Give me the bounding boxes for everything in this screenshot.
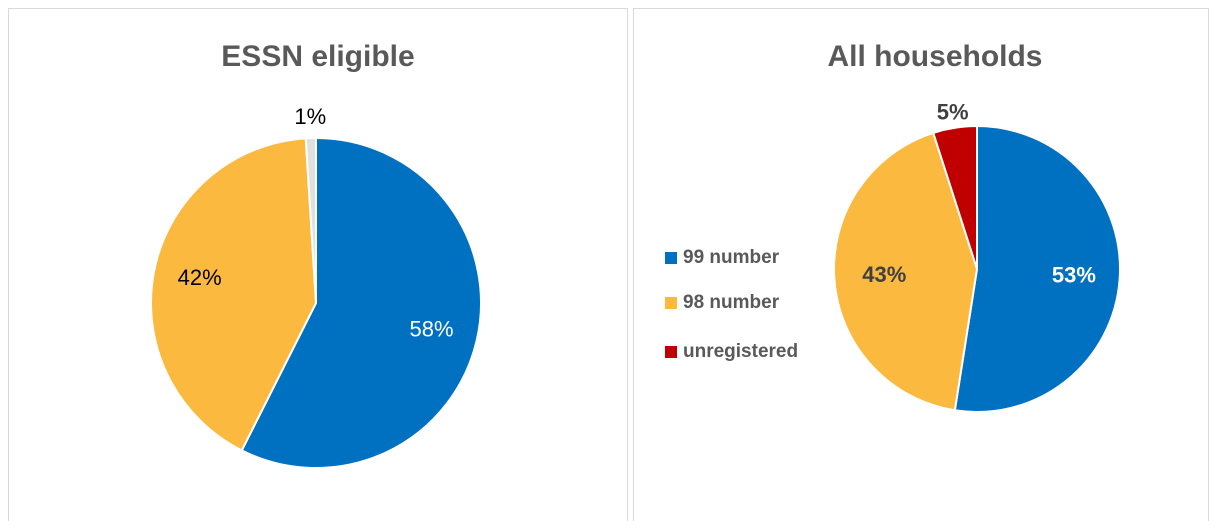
pie-slice — [953, 124, 1121, 413]
pie-slice — [150, 137, 318, 452]
legend-label: 99 number — [683, 247, 780, 268]
pie-slice — [931, 124, 978, 270]
data-label: 53% — [1052, 262, 1096, 287]
data-label: 58% — [410, 316, 454, 341]
data-label: 1% — [294, 104, 326, 129]
pie-slice — [833, 131, 979, 412]
chart-title: All households — [827, 40, 1042, 73]
legend-swatch — [665, 346, 677, 358]
legend-label: 98 number — [683, 292, 780, 313]
pie-slice — [240, 136, 482, 469]
data-label: 5% — [937, 99, 969, 124]
legend-swatch — [665, 297, 677, 309]
legend-swatch — [665, 252, 677, 264]
data-label: 42% — [178, 265, 222, 290]
chart-title: ESSN eligible — [221, 40, 414, 73]
legend-label: unregistered — [683, 341, 798, 362]
data-label: 43% — [862, 262, 906, 287]
pie-slice — [304, 136, 317, 304]
